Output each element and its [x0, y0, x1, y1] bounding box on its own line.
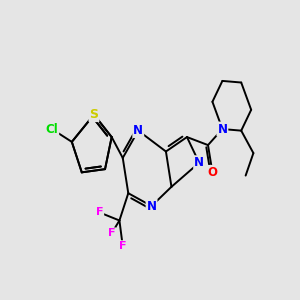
Text: N: N — [146, 200, 157, 212]
Text: F: F — [119, 241, 127, 251]
Text: S: S — [89, 108, 98, 121]
Text: F: F — [96, 208, 103, 218]
Text: Cl: Cl — [46, 122, 58, 136]
Text: O: O — [207, 166, 218, 179]
Text: N: N — [133, 124, 143, 137]
Text: F: F — [108, 228, 116, 238]
Text: N: N — [194, 156, 204, 169]
Text: N: N — [218, 122, 227, 136]
